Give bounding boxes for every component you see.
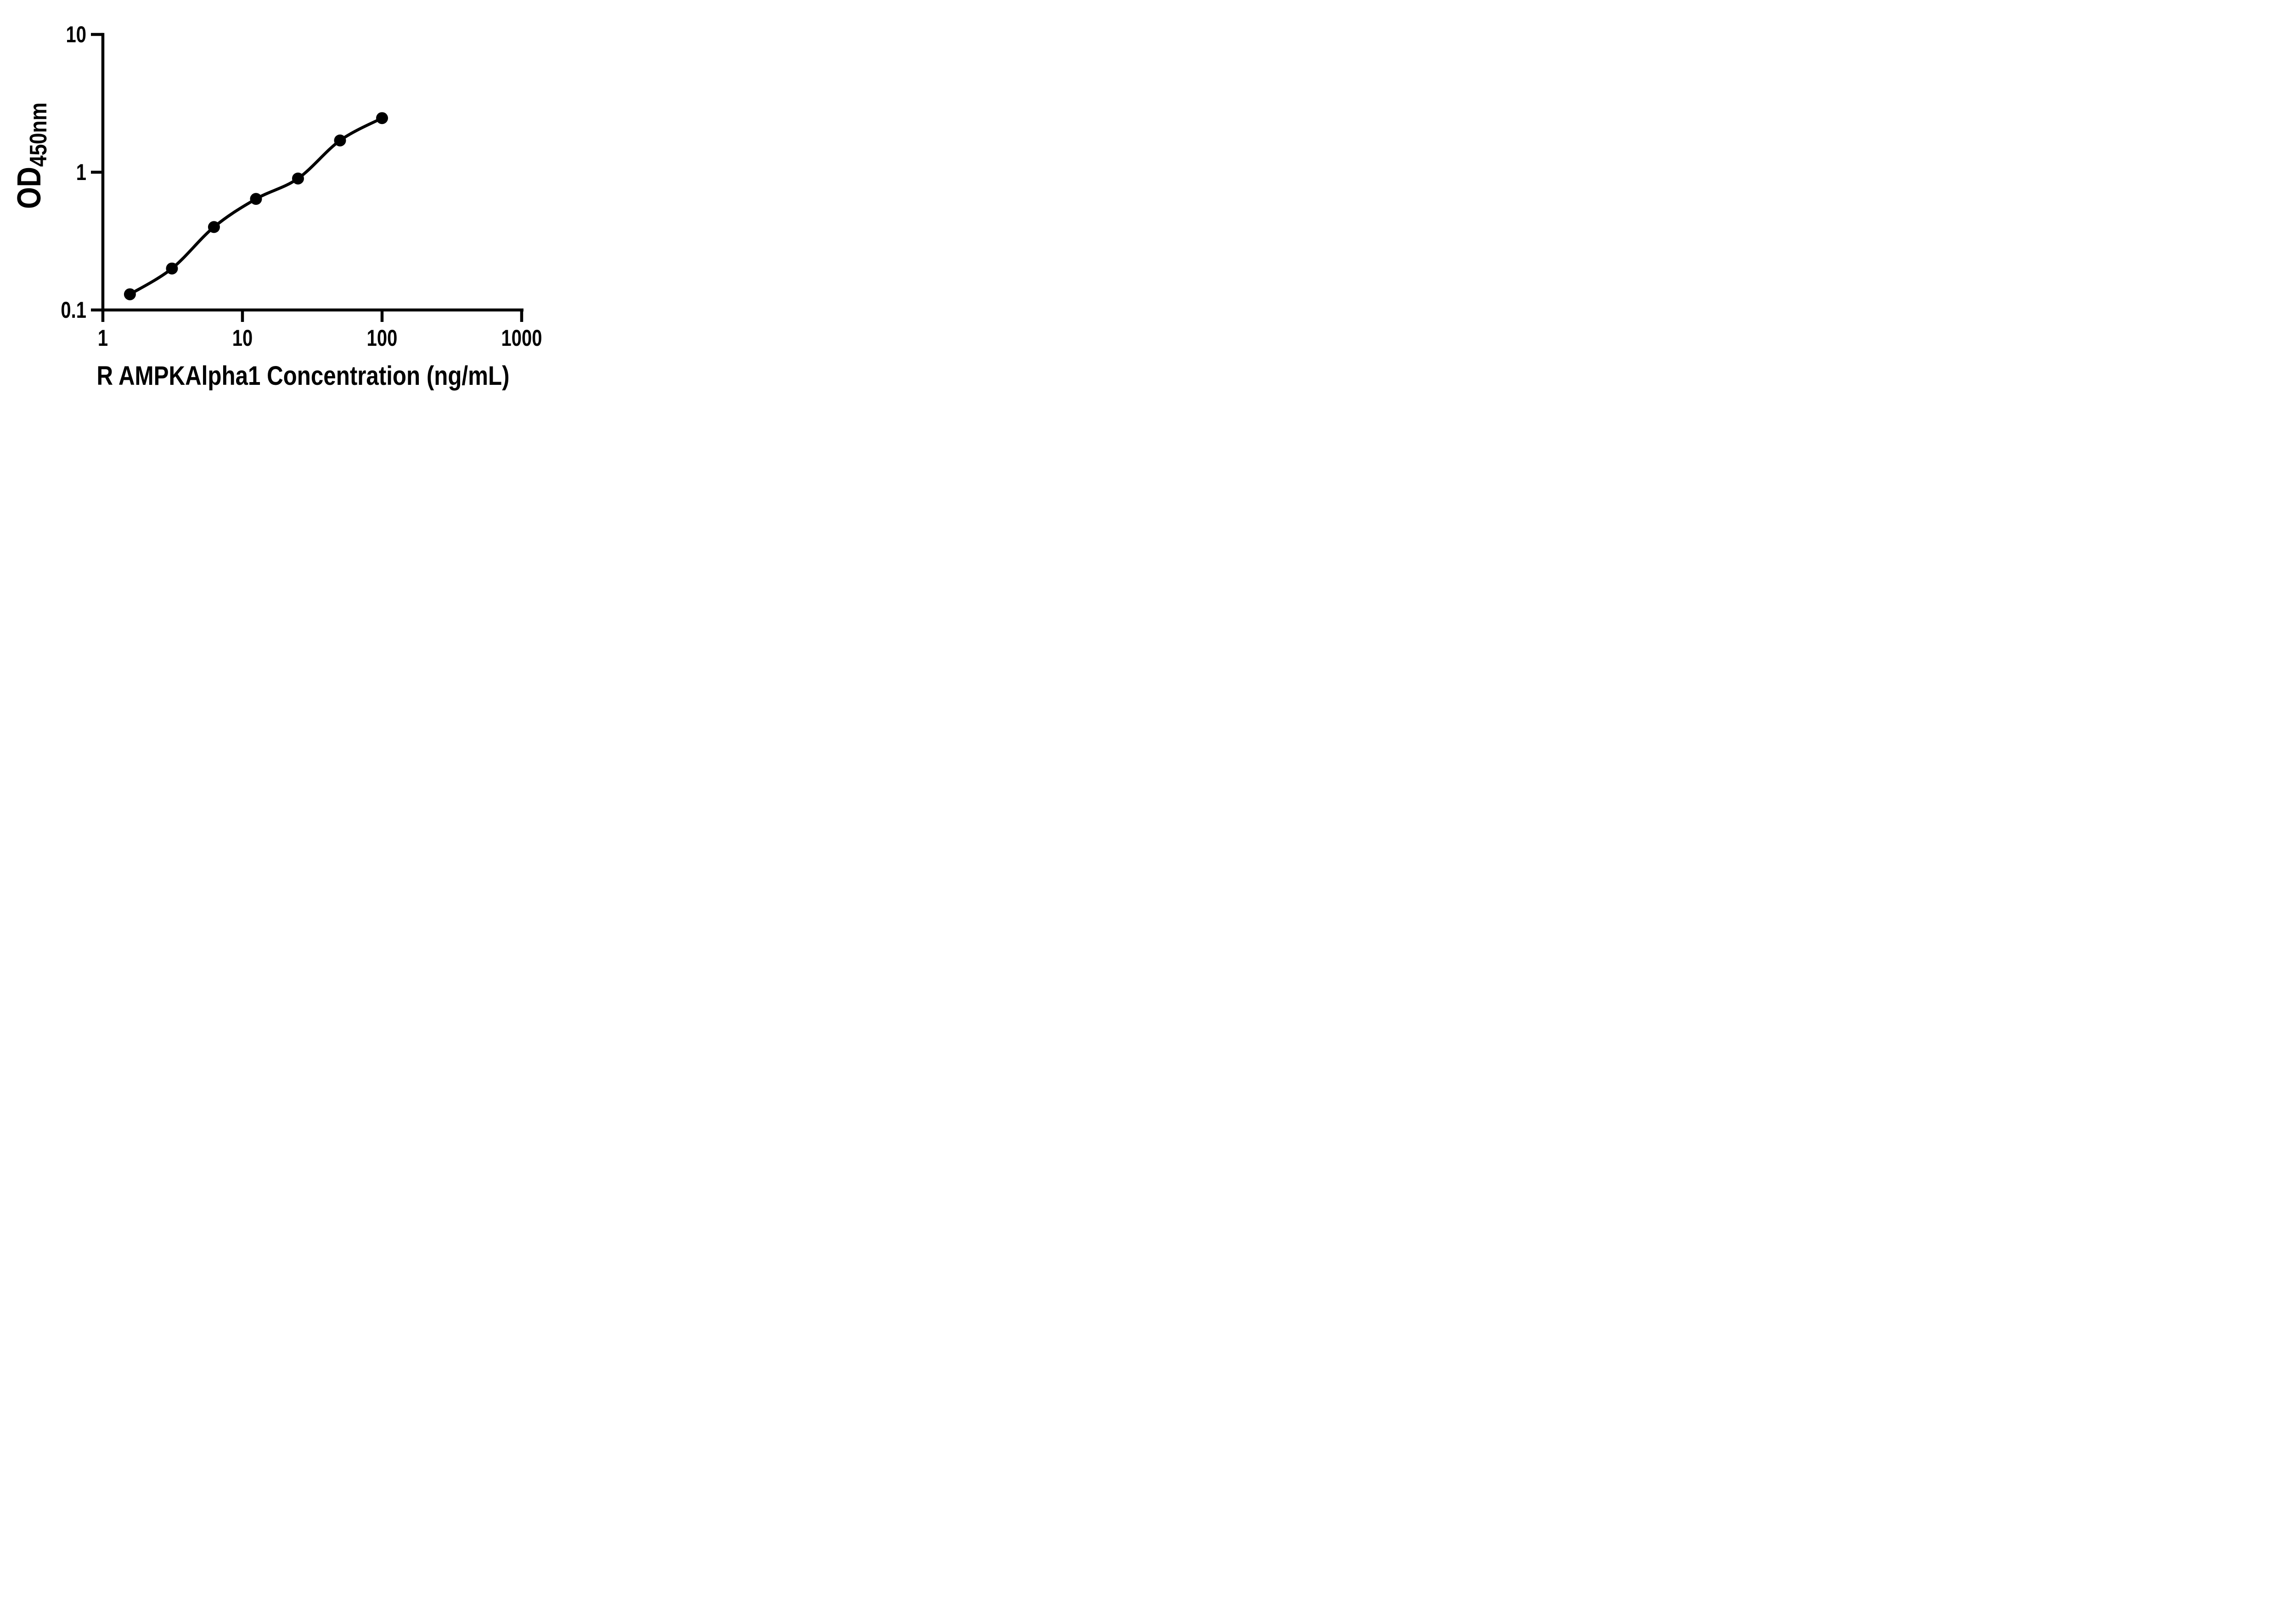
data-point-marker-3.125 bbox=[166, 262, 178, 275]
x-axis-title: R AMPKAlpha1 Concentration (ng/mL) bbox=[96, 361, 509, 391]
y-axis-title-main: OD bbox=[11, 167, 48, 209]
x-tick-label-10: 10 bbox=[232, 325, 253, 351]
y-tick-label-0.1: 0.1 bbox=[61, 297, 86, 323]
plot-canvas: 10 1 0.1 1 10 100 1000 R AMPKAlpha1 Concentrati… bbox=[11, 22, 542, 391]
y-axis-title: OD450nm bbox=[11, 102, 51, 209]
data-point-marker-50 bbox=[334, 134, 346, 146]
data-point-marker-1.5625 bbox=[124, 288, 136, 300]
data-point-marker-12.5 bbox=[250, 193, 262, 205]
x-tick-label-1000: 1000 bbox=[501, 325, 542, 351]
elisa-standard-curve-figure: 10 1 0.1 1 10 100 1000 R AMPKAlpha1 Concentrati… bbox=[0, 0, 580, 406]
x-tick-label-1: 1 bbox=[98, 325, 108, 351]
y-axis-title-subscript: 450nm bbox=[25, 102, 52, 167]
y-tick-label-10: 10 bbox=[66, 22, 86, 47]
data-point-marker-6.25 bbox=[208, 221, 220, 233]
data-point-marker-25 bbox=[292, 172, 304, 185]
x-tick-label-100: 100 bbox=[367, 325, 398, 351]
data-point-marker-100 bbox=[376, 112, 388, 124]
y-tick-label-1: 1 bbox=[76, 159, 86, 185]
